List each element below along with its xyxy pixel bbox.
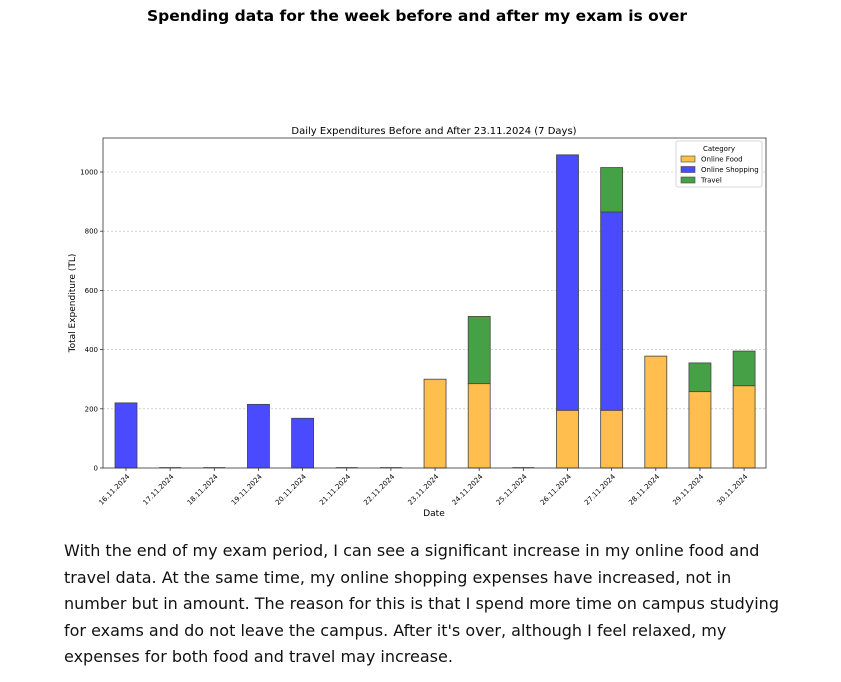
bar-online-food <box>600 409 624 469</box>
paragraph-line: for exams and do not leave the campus. A… <box>64 620 727 640</box>
x-tick-label: 16.11.2024 <box>97 472 131 506</box>
legend-label: Online Shopping <box>701 166 759 174</box>
paragraph-line: expenses for both food and travel may in… <box>64 647 453 666</box>
x-axis-ticks: 16.11.2024 17.11.2024 18.11.2024 19.11.2024… <box>97 468 750 507</box>
plot-frame <box>102 137 767 469</box>
bar-online-food <box>556 409 579 469</box>
y-tick-label: 0 <box>94 465 98 473</box>
description-paragraph: With the end of my exam period, I can se… <box>64 538 784 671</box>
bar-online-food <box>688 391 712 469</box>
x-tick-label: 28.11.2024 <box>627 472 661 506</box>
bar-online-food <box>467 383 491 469</box>
bar-online-shopping <box>600 211 624 411</box>
y-axis-ticks: 0 200 400 600 800 1000 <box>80 169 103 473</box>
x-tick-label: 24.11.2024 <box>451 472 485 506</box>
bar-online-food <box>644 355 668 469</box>
legend-label: Online Food <box>701 156 743 164</box>
page-heading: Spending data for the week before and af… <box>146 7 688 25</box>
x-tick-label: 19.11.2024 <box>230 472 264 506</box>
legend: Category Online Food Online Shopping Trave… <box>675 140 763 188</box>
legend-swatch <box>680 176 696 184</box>
legend-swatch <box>680 155 696 163</box>
x-tick-label: 18.11.2024 <box>186 472 220 506</box>
bar-online-shopping <box>114 402 138 469</box>
chart-title: Daily Expenditures Before and After 23.1… <box>291 126 576 137</box>
y-tick-label: 200 <box>85 405 98 413</box>
legend-items: Online Food Online Shopping Travel <box>680 155 759 185</box>
y-tick-label: 400 <box>85 346 98 354</box>
x-tick-label: 30.11.2024 <box>716 472 750 506</box>
bar-travel <box>467 316 491 385</box>
x-tick-label: 25.11.2024 <box>495 472 529 506</box>
legend-box <box>675 140 763 188</box>
y-tick-label: 600 <box>85 287 98 295</box>
paragraph-line: With the end of my exam period, I can se… <box>64 541 760 560</box>
paragraph-line: travel data. At the same time, my online… <box>64 567 732 587</box>
legend-swatch <box>680 166 696 173</box>
stacked-bar-chart: Daily Expenditures Before and After 23.1… <box>68 126 767 519</box>
bar-layer <box>114 154 756 469</box>
x-tick-label: 23.11.2024 <box>406 472 440 506</box>
y-tick-label: 800 <box>85 228 98 236</box>
x-tick-label: 27.11.2024 <box>583 472 617 506</box>
x-tick-label: 22.11.2024 <box>362 472 396 506</box>
bar-travel <box>688 362 712 393</box>
bar-travel <box>732 350 756 387</box>
bar-online-food <box>732 385 756 469</box>
y-axis-label: Total Expenditure (TL) <box>68 254 78 354</box>
bar-travel <box>600 167 624 213</box>
bar-online-shopping <box>291 417 315 469</box>
legend-label: Travel <box>700 177 722 185</box>
bar-online-food <box>423 378 447 469</box>
bar-online-shopping <box>247 403 270 469</box>
legend-title: Category <box>703 145 735 153</box>
paragraph-line: number but in amount. The reason for thi… <box>64 594 779 613</box>
x-tick-label: 20.11.2024 <box>274 472 308 506</box>
bar-online-shopping <box>556 154 579 411</box>
x-tick-label: 29.11.2024 <box>671 472 705 506</box>
x-tick-label: 21.11.2024 <box>318 472 352 506</box>
y-tick-label: 1000 <box>80 169 98 177</box>
x-axis-label: Date <box>423 509 445 519</box>
x-tick-label: 26.11.2024 <box>539 472 573 506</box>
x-tick-label: 17.11.2024 <box>142 472 176 506</box>
